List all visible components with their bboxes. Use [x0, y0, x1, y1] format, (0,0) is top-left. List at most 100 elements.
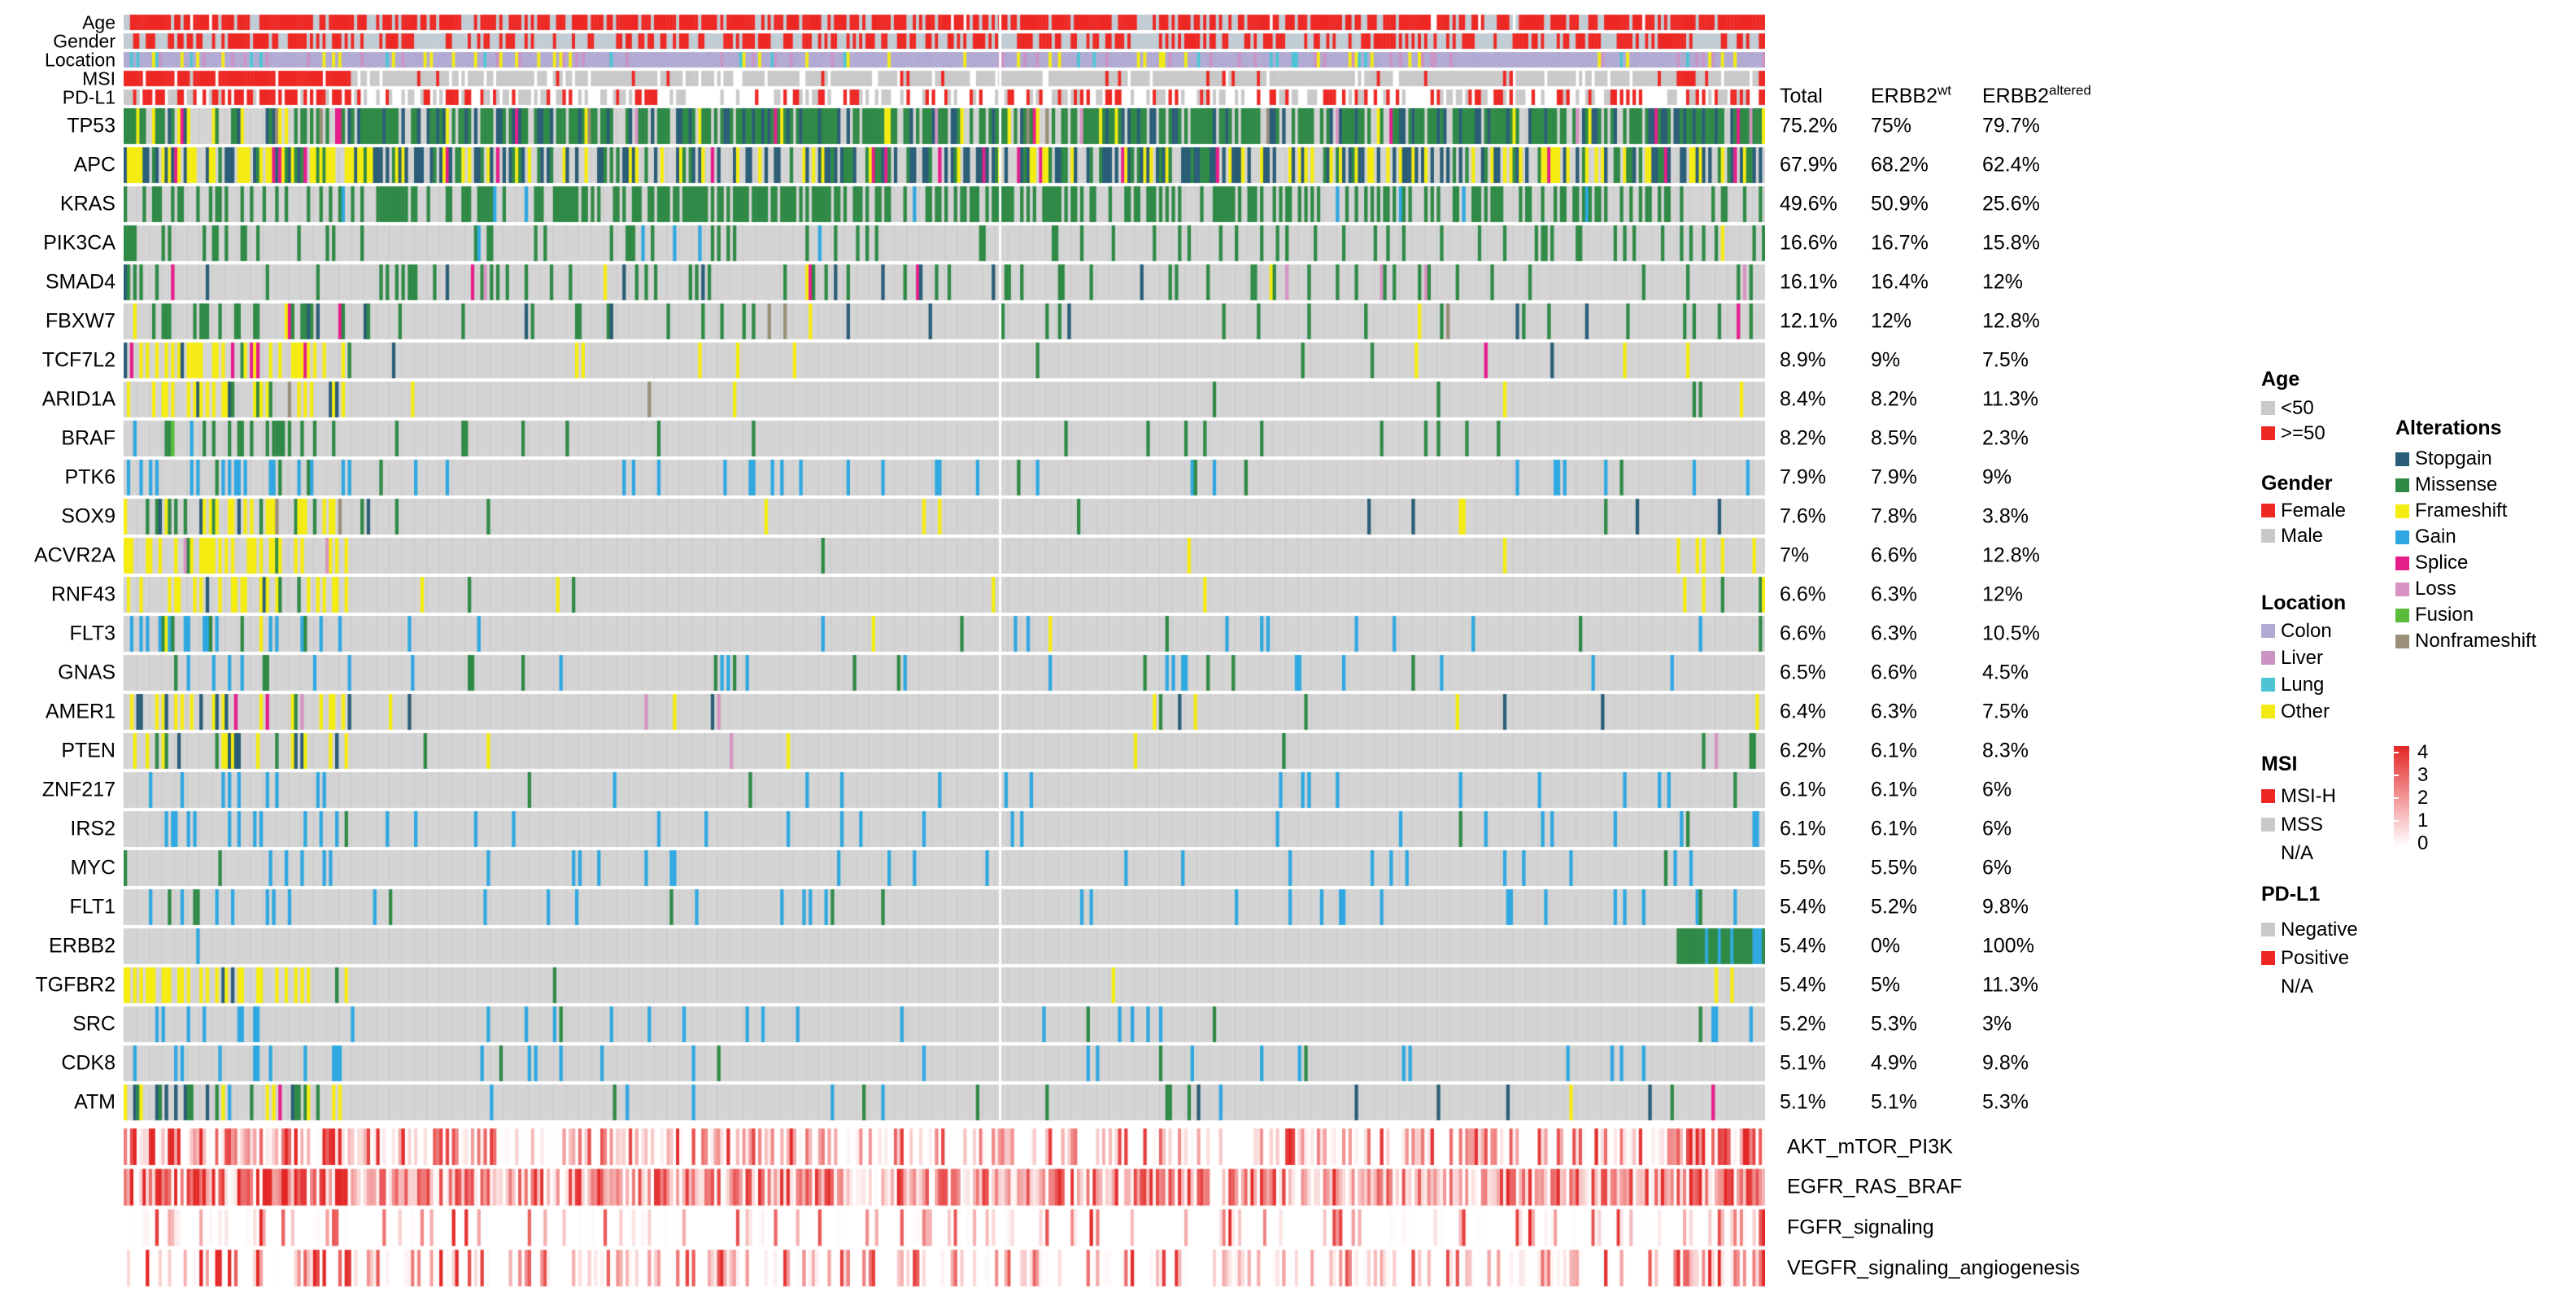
legend-swatch-location-3 [2261, 705, 2275, 718]
legend-swatch-gender-1 [2261, 529, 2275, 543]
legend-swatch-alterations-7 [2395, 634, 2409, 648]
pct-RNF43-altered: 12% [1982, 583, 2024, 606]
legend-group-pdl1: PD-L1 Negative Positive N/A [2261, 883, 2358, 1001]
gene-label-TCF7L2: TCF7L2 [41, 348, 116, 372]
pct-ZNF217-altered: 6% [1982, 778, 2012, 801]
pct-FLT3-altered: 10.5% [1982, 622, 2040, 645]
erbb2altered-sup: altered [2048, 82, 2091, 98]
pct-MYC-wt: 5.5% [1871, 856, 1917, 880]
pct-SMAD4-altered: 12% [1982, 270, 2024, 294]
row-label-PD-L1: PD-L1 [62, 86, 116, 107]
pct-FLT1-wt: 5.2% [1871, 895, 1917, 919]
legend-label-alterations-2: Frameshift [2415, 500, 2508, 522]
colorbar-notch [2394, 775, 2399, 776]
gene-label-SRC: SRC [72, 1012, 116, 1036]
pct-PIK3CA-wt: 16.7% [1871, 231, 1929, 255]
legend-swatch-msi-0 [2261, 789, 2275, 803]
colorbar-notch [2394, 820, 2399, 822]
legend-label-age-0: <50 [2281, 396, 2314, 419]
gene-label-TP53: TP53 [67, 114, 116, 137]
pct-GNAS-altered: 4.5% [1982, 661, 2029, 684]
gene-label-PIK3CA: PIK3CA [43, 231, 116, 255]
pct-PTK6-total: 7.9% [1780, 465, 1826, 489]
legend-item-alterations-7: Nonframeshift [2395, 628, 2536, 654]
gene-label-KRAS: KRAS [59, 192, 116, 216]
row-label-Gender: Gender [53, 30, 116, 51]
pct-IRS2-wt: 6.1% [1871, 817, 1917, 840]
pct-CDK8-altered: 9.8% [1982, 1051, 2029, 1075]
legend-label-alterations-0: Stopgain [2415, 447, 2492, 469]
pct-PTEN-altered: 8.3% [1982, 739, 2029, 762]
gene-label-ARID1A: ARID1A [41, 387, 116, 411]
pct-TGFBR2-wt: 5% [1871, 973, 1901, 997]
pct-KRAS-total: 49.6% [1780, 192, 1837, 216]
legend-swatch-alterations-4 [2395, 556, 2409, 570]
pct-CDK8-total: 5.1% [1780, 1051, 1826, 1075]
pct-FBXW7-wt: 12% [1871, 309, 1912, 333]
pct-PTEN-total: 6.2% [1780, 739, 1826, 762]
gene-label-FBXW7: FBXW7 [45, 309, 116, 333]
legend-group-age: Age <50 >=50 [2261, 368, 2325, 446]
legend-title-gender: Gender [2261, 472, 2333, 495]
pathway-label-1: EGFR_RAS_BRAF [1787, 1175, 1963, 1198]
pct-ZNF217-wt: 6.1% [1871, 778, 1917, 801]
gene-label-TGFBR2: TGFBR2 [35, 973, 116, 997]
pct-ACVR2A-wt: 6.6% [1871, 543, 1917, 567]
pathway-label-0: AKT_mTOR_PI3K [1787, 1135, 1953, 1158]
pct-ARID1A-altered: 11.3% [1982, 387, 2039, 411]
legend-item-msi-2: N/A [2261, 839, 2336, 867]
legend-item-alterations-1: Missense [2395, 472, 2536, 498]
pct-BRAF-total: 8.2% [1780, 426, 1826, 450]
pct-TGFBR2-total: 5.4% [1780, 973, 1826, 997]
column-header-erbb2altered: ERBB2altered [1982, 82, 2091, 107]
legend-swatch-gender-0 [2261, 504, 2275, 517]
legend-group-location: Location Colon Liver Lung Other [2261, 591, 2346, 725]
pct-MYC-altered: 6% [1982, 856, 2012, 880]
pct-AMER1-altered: 7.5% [1982, 700, 2029, 723]
pct-BRAF-altered: 2.3% [1982, 426, 2029, 450]
gene-label-ATM: ATM [74, 1090, 116, 1114]
pct-ERBB2-altered: 100% [1982, 934, 2034, 958]
pct-SRC-total: 5.2% [1780, 1012, 1826, 1036]
gene-label-PTEN: PTEN [61, 739, 116, 762]
colorbar-tick-1: 1 [2417, 810, 2429, 832]
legend-label-msi-1: MSS [2281, 813, 2324, 836]
pct-KRAS-wt: 50.9% [1871, 192, 1929, 216]
legend-item-alterations-5: Loss [2395, 576, 2536, 602]
pct-ZNF217-total: 6.1% [1780, 778, 1826, 801]
legend-label-age-1: >=50 [2281, 421, 2325, 444]
pct-FLT3-total: 6.6% [1780, 622, 1826, 645]
pct-MYC-total: 5.5% [1780, 856, 1826, 880]
pct-SRC-wt: 5.3% [1871, 1012, 1917, 1036]
pct-TP53-altered: 79.7% [1982, 114, 2040, 137]
pct-TGFBR2-altered: 11.3% [1982, 973, 2039, 997]
pct-GNAS-wt: 6.6% [1871, 661, 1917, 684]
pct-ACVR2A-altered: 12.8% [1982, 543, 2040, 567]
gene-label-APC: APC [73, 153, 116, 177]
gene-label-SMAD4: SMAD4 [45, 270, 116, 294]
legend-swatch-pdl1-1 [2261, 951, 2275, 965]
row-label-MSI: MSI [82, 68, 116, 89]
gene-label-RNF43: RNF43 [50, 583, 116, 606]
legend-swatch-pdl1-0 [2261, 923, 2275, 936]
legend-label-location-2: Lung [2281, 673, 2325, 696]
pct-FBXW7-altered: 12.8% [1982, 309, 2040, 333]
gene-label-SOX9: SOX9 [61, 504, 116, 528]
legend-item-pdl1-0: Negative [2261, 915, 2358, 944]
legend-title-pdl1: PD-L1 [2261, 883, 2321, 906]
pathway-label-2: FGFR_signaling [1787, 1216, 1934, 1239]
pct-AMER1-total: 6.4% [1780, 700, 1826, 723]
pct-ATM-wt: 5.1% [1871, 1090, 1917, 1114]
pct-CDK8-wt: 4.9% [1871, 1051, 1917, 1075]
pct-PIK3CA-total: 16.6% [1780, 231, 1837, 255]
pct-SOX9-wt: 7.8% [1871, 504, 1917, 528]
legend-item-location-0: Colon [2261, 618, 2346, 644]
pct-SOX9-altered: 3.8% [1982, 504, 2029, 528]
pct-FLT1-altered: 9.8% [1982, 895, 2029, 919]
gene-label-ACVR2A: ACVR2A [33, 543, 116, 567]
legend-label-pdl1-1: Positive [2281, 946, 2350, 969]
legend-label-pdl1-2: N/A [2281, 975, 2314, 997]
pct-SMAD4-wt: 16.4% [1871, 270, 1929, 294]
legend-label-alterations-4: Splice [2415, 552, 2469, 574]
